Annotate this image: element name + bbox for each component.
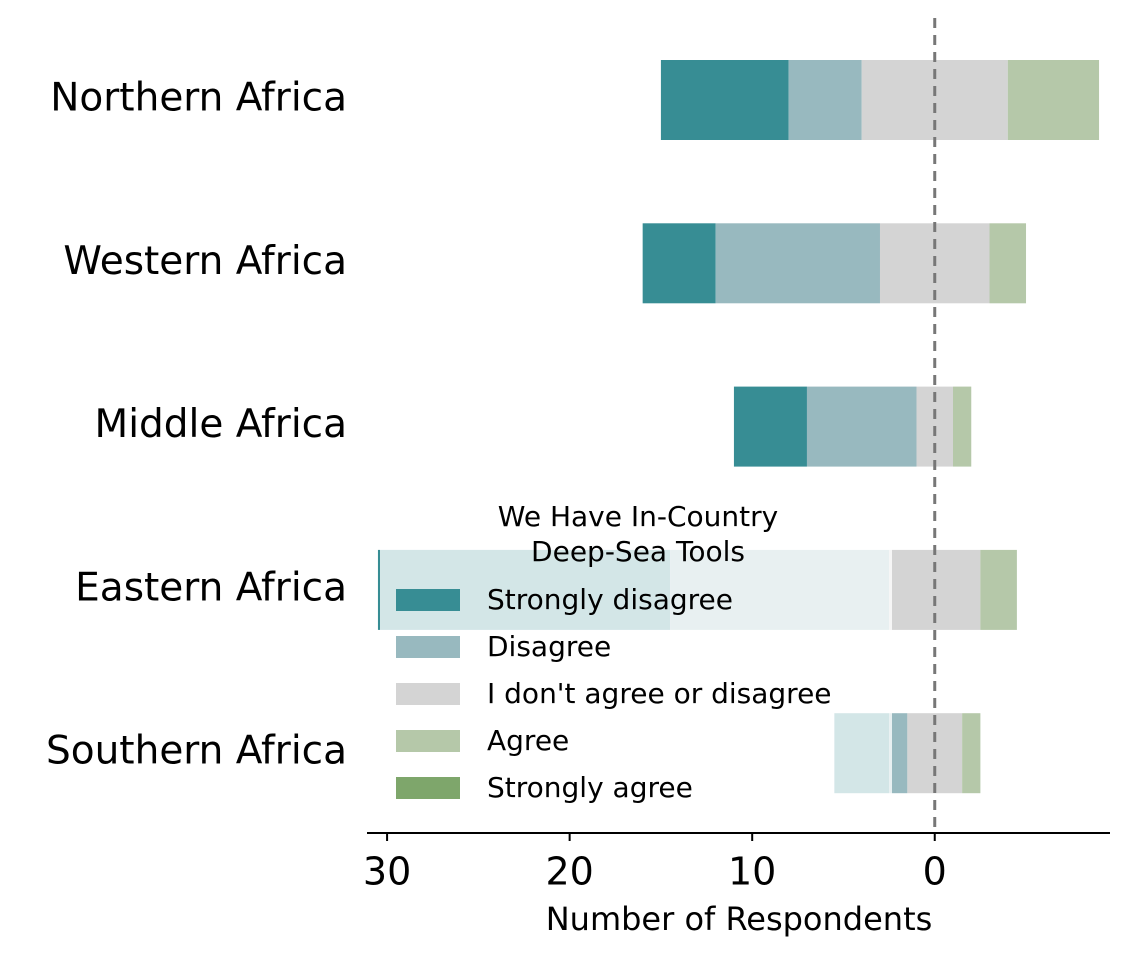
bar-segment — [806, 386, 917, 467]
bar-segment — [642, 223, 716, 304]
legend-swatch — [396, 589, 460, 611]
x-tick-label: 30 — [363, 850, 411, 894]
bar-segment — [889, 713, 908, 794]
bar-segment — [660, 60, 789, 140]
legend-label: Disagree — [487, 630, 611, 663]
legend-label: Strongly disagree — [487, 583, 733, 616]
x-axis-label: Number of Respondents — [546, 900, 933, 938]
bar-segment — [788, 60, 862, 140]
bar-segment — [715, 223, 880, 304]
y-tick-label: Middle Africa — [95, 402, 347, 447]
legend-label: I don't agree or disagree — [487, 677, 832, 710]
legend-swatch — [396, 777, 460, 799]
legend-swatch — [396, 683, 460, 705]
legend-swatch — [396, 730, 460, 752]
bar-segment — [733, 386, 807, 467]
x-tick-label: 10 — [728, 850, 776, 894]
legend-label: Agree — [487, 724, 569, 757]
legend-title: We Have In-Country Deep-Sea Tools — [498, 500, 778, 568]
y-tick-label: Southern Africa — [46, 729, 347, 774]
y-tick-label: Eastern Africa — [75, 565, 347, 610]
legend-label: Strongly agree — [487, 771, 693, 804]
x-tick-label: 20 — [545, 850, 593, 894]
bar-segment — [962, 713, 981, 794]
y-tick-label: Western Africa — [63, 239, 347, 284]
bar-segment — [1007, 60, 1100, 140]
bar-segment — [989, 223, 1027, 304]
legend-box — [380, 497, 892, 817]
bar-segment — [980, 549, 1017, 630]
y-tick-label: Northern Africa — [50, 76, 347, 121]
bar-segment — [953, 386, 972, 467]
legend-swatch — [396, 636, 460, 658]
x-tick-label: 0 — [923, 850, 947, 894]
